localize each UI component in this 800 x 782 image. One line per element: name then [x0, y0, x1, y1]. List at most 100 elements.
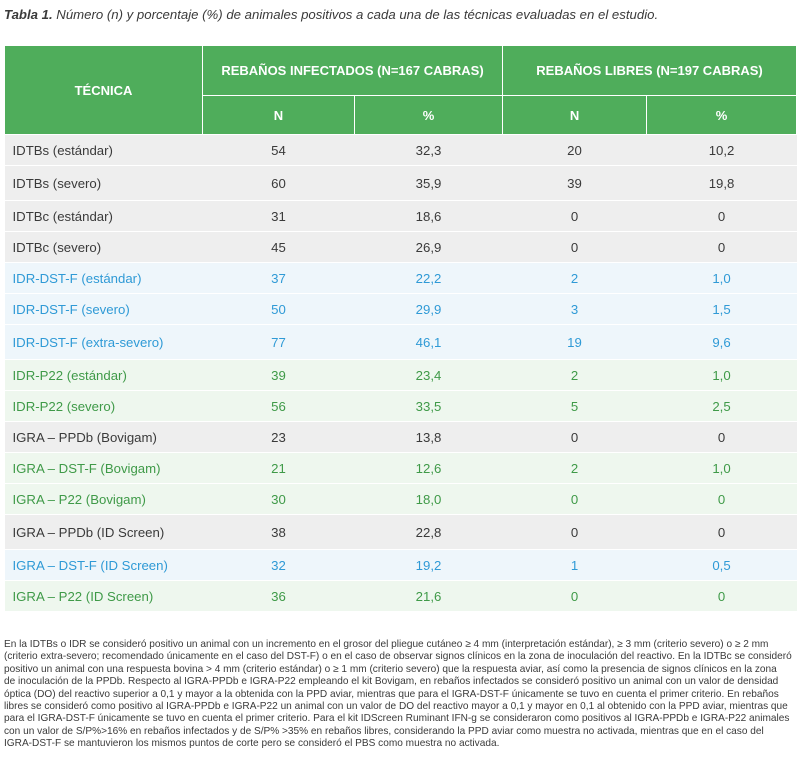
footnote-line: (criterio extra-severo; recomendado únic… — [4, 651, 792, 663]
free-n: 0 — [502, 514, 647, 550]
free-n: 1 — [502, 549, 647, 581]
table-row: IDTBs (severo) 60 35,9 39 19,8 — [4, 165, 797, 201]
infected-n: 37 — [202, 262, 355, 294]
free-pct: 2,5 — [646, 390, 797, 422]
footnote-line: para el IGRA-DST-F únicamente se tuvo en… — [4, 713, 790, 725]
technique-name: IDTBc (severo) — [4, 231, 203, 263]
table-footnote: En la IDTBs o IDR se consideró positivo … — [4, 639, 796, 751]
infected-pct: 23,4 — [354, 359, 503, 391]
header-infected-herds: REBAÑOS INFECTADOS (N=167 CABRAS) — [201, 45, 504, 96]
table-row: IDR-DST-F (estándar) 37 22,2 2 1,0 — [4, 262, 797, 294]
infected-pct: 35,9 — [354, 165, 503, 201]
footnote-line: positivo un animal con una respuesta bov… — [4, 663, 777, 675]
free-pct: 0 — [646, 421, 797, 453]
footnote-line: libres se consideró como positivo al IGR… — [4, 701, 788, 713]
infected-n: 54 — [202, 134, 355, 166]
header-free-herds: REBAÑOS LIBRES (N=197 CABRAS) — [502, 45, 798, 96]
free-n: 0 — [502, 231, 647, 263]
free-n: 0 — [502, 580, 647, 612]
table-row: IDR-P22 (severo) 56 33,5 5 2,5 — [4, 390, 797, 422]
free-n: 2 — [502, 262, 647, 294]
infected-n: 32 — [202, 549, 355, 581]
free-n: 3 — [502, 293, 647, 325]
free-pct: 0 — [646, 580, 797, 612]
header-n-free: N — [502, 95, 648, 135]
infected-pct: 22,8 — [354, 514, 503, 550]
free-pct: 10,2 — [646, 134, 797, 166]
technique-name: IDR-DST-F (extra-severo) — [4, 324, 203, 360]
table-row: IGRA – DST-F (Bovigam) 21 12,6 2 1,0 — [4, 452, 797, 484]
infected-pct: 33,5 — [354, 390, 503, 422]
header-n-infected: N — [202, 95, 355, 135]
infected-n: 30 — [202, 483, 355, 515]
footnote-line: En la IDTBs o IDR se consideró positivo … — [4, 639, 769, 650]
header-pct-infected: % — [353, 95, 504, 135]
technique-name: IDR-P22 (severo) — [4, 390, 203, 422]
infected-pct: 12,6 — [354, 452, 503, 484]
free-pct: 0 — [646, 514, 797, 550]
footnote-line: con un valor de S/P%>16% en rebaños infe… — [4, 725, 764, 737]
table-row: IDTBc (severo) 45 26,9 0 0 — [4, 231, 797, 263]
free-pct: 1,0 — [646, 359, 797, 391]
infected-pct: 29,9 — [354, 293, 503, 325]
free-n: 19 — [502, 324, 647, 360]
technique-name: IGRA – PPDb (ID Screen) — [4, 514, 203, 550]
technique-name: IDTBs (severo) — [4, 165, 203, 201]
technique-name: IDTBc (estándar) — [4, 200, 203, 232]
free-n: 5 — [502, 390, 647, 422]
infected-n: 45 — [202, 231, 355, 263]
free-n: 0 — [502, 200, 647, 232]
infected-n: 36 — [202, 580, 355, 612]
free-pct: 9,6 — [646, 324, 797, 360]
infected-pct: 19,2 — [354, 549, 503, 581]
free-n: 2 — [502, 359, 647, 391]
caption-label: Tabla 1. — [4, 7, 53, 22]
caption-text: Número (n) y porcentaje (%) de animales … — [52, 7, 659, 22]
table-row: IDR-DST-F (severo) 50 29,9 3 1,5 — [4, 293, 797, 325]
technique-name: IGRA – PPDb (Bovigam) — [4, 421, 203, 453]
infected-pct: 21,6 — [354, 580, 503, 612]
infected-pct: 13,8 — [354, 421, 503, 453]
free-pct: 19,8 — [646, 165, 797, 201]
free-pct: 1,5 — [646, 293, 797, 325]
free-n: 39 — [502, 165, 647, 201]
infected-n: 50 — [202, 293, 355, 325]
technique-name: IGRA – P22 (ID Screen) — [4, 580, 203, 612]
table-row: IDR-P22 (estándar) 39 23,4 2 1,0 — [4, 359, 797, 391]
table-row: IGRA – PPDb (Bovigam) 23 13,8 0 0 — [4, 421, 797, 453]
infected-pct: 26,9 — [354, 231, 503, 263]
technique-name: IGRA – DST-F (Bovigam) — [4, 452, 203, 484]
infected-pct: 22,2 — [354, 262, 503, 294]
infected-n: 60 — [202, 165, 355, 201]
header-tecnica: TÉCNICA — [4, 45, 203, 135]
footnote-line: óptica (DO) del reactivo superior a 0,1 … — [4, 688, 779, 700]
infected-pct: 18,0 — [354, 483, 503, 515]
table-row: IGRA – PPDb (ID Screen) 38 22,8 0 0 — [4, 514, 797, 550]
free-pct: 0 — [646, 483, 797, 515]
table-row: IGRA – DST-F (ID Screen) 32 19,2 1 0,5 — [4, 549, 797, 581]
infected-pct: 32,3 — [354, 134, 503, 166]
infected-n: 21 — [202, 452, 355, 484]
technique-name: IDR-P22 (estándar) — [4, 359, 203, 391]
table-row: IDR-DST-F (extra-severo) 77 46,1 19 9,6 — [4, 324, 797, 360]
free-pct: 1,0 — [646, 262, 797, 294]
free-n: 0 — [502, 483, 647, 515]
table-row: IDTBs (estándar) 54 32,3 20 10,2 — [4, 134, 797, 166]
header-pct-free: % — [646, 95, 798, 135]
technique-name: IGRA – DST-F (ID Screen) — [4, 549, 203, 581]
free-n: 20 — [502, 134, 647, 166]
footnote-line: de inoculación de la PPDb. Respecto al I… — [4, 676, 779, 688]
infected-n: 77 — [202, 324, 355, 360]
technique-name: IDTBs (estándar) — [4, 134, 203, 166]
infected-n: 56 — [202, 390, 355, 422]
technique-name: IDR-DST-F (estándar) — [4, 262, 203, 294]
infected-n: 39 — [202, 359, 355, 391]
free-n: 2 — [502, 452, 647, 484]
technique-name: IGRA – P22 (Bovigam) — [4, 483, 203, 515]
table-row: IDTBc (estándar) 31 18,6 0 0 — [4, 200, 797, 232]
table-caption: Tabla 1. Número (n) y porcentaje (%) de … — [4, 7, 796, 22]
free-pct: 1,0 — [646, 452, 797, 484]
infected-n: 38 — [202, 514, 355, 550]
infected-n: 23 — [202, 421, 355, 453]
free-n: 0 — [502, 421, 647, 453]
